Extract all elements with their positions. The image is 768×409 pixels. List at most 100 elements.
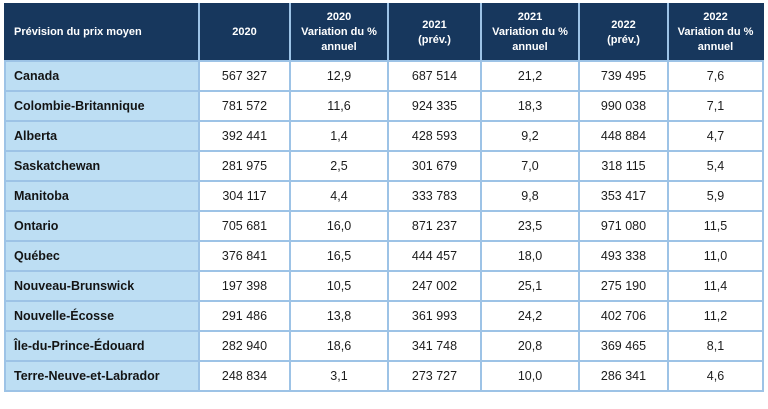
row-label: Nouveau-Brunswick: [4, 270, 200, 302]
data-cell: 376 841: [198, 240, 291, 272]
column-header-y2021: 2021 (prév.): [387, 3, 482, 62]
data-cell: 1,4: [289, 120, 389, 152]
data-cell: 739 495: [578, 60, 669, 92]
data-cell: 4,6: [667, 360, 764, 392]
column-header-y2022-var: 2022 Variation du % annuel: [667, 3, 764, 62]
data-cell: 9,2: [480, 120, 580, 152]
data-cell: 493 338: [578, 240, 669, 272]
data-cell: 10,0: [480, 360, 580, 392]
data-cell: 18,0: [480, 240, 580, 272]
table-row: Manitoba 304 117 4,4 333 783 9,8 353 417 5,9: [4, 180, 764, 212]
header-line: annuel: [512, 41, 548, 53]
row-label: Nouvelle-Écosse: [4, 300, 200, 332]
data-cell: 705 681: [198, 210, 291, 242]
header-line: (prév.): [418, 33, 451, 46]
table-row: Terre-Neuve-et-Labrador 248 834 3,1 273 727…: [4, 360, 764, 392]
data-cell: 248 834: [198, 360, 291, 392]
column-header-y2020: 2020: [198, 3, 291, 62]
data-cell: 301 679: [387, 150, 482, 182]
table-row: Saskatchewan 281 975 2,5 301 679 7,0 318 115 5…: [4, 150, 764, 182]
data-cell: 341 748: [387, 330, 482, 362]
data-cell: 333 783: [387, 180, 482, 212]
row-label: Terre-Neuve-et-Labrador: [4, 360, 200, 392]
data-cell: 12,9: [289, 60, 389, 92]
data-cell: 7,0: [480, 150, 580, 182]
data-cell: 392 441: [198, 120, 291, 152]
table-row: Colombie-Britannique 781 572 11,6 924 335 18…: [4, 90, 764, 122]
table-row: Ontario 705 681 16,0 871 237 23,5 971 080 11,5: [4, 210, 764, 242]
data-cell: 11,6: [289, 90, 389, 122]
header-line: annuel: [697, 41, 734, 53]
data-cell: 871 237: [387, 210, 482, 242]
data-cell: 11,5: [667, 210, 764, 242]
row-label: Saskatchewan: [4, 150, 200, 182]
data-cell: 7,1: [667, 90, 764, 122]
header-line: Variation du %: [677, 26, 754, 38]
column-header-label: Prévision du prix moyen: [4, 3, 200, 62]
table-row: Nouveau-Brunswick 197 398 10,5 247 002 25,1 2…: [4, 270, 764, 302]
data-cell: 10,5: [289, 270, 389, 302]
data-cell: 9,8: [480, 180, 580, 212]
table-body: Canada 567 327 12,9 687 514 21,2 739 495 7,6 Co…: [4, 60, 764, 392]
header-line: 2020: [326, 11, 352, 23]
data-cell: 275 190: [578, 270, 669, 302]
header-line: Prévision du prix moyen: [14, 26, 142, 38]
table-row: Alberta 392 441 1,4 428 593 9,2 448 884 4,7: [4, 120, 764, 152]
data-cell: 8,1: [667, 330, 764, 362]
table-row: Québec 376 841 16,5 444 457 18,0 493 338 11,0: [4, 240, 764, 272]
row-label: Québec: [4, 240, 200, 272]
data-cell: 361 993: [387, 300, 482, 332]
data-cell: 24,2: [480, 300, 580, 332]
header-line: 2022: [611, 18, 636, 31]
data-cell: 5,9: [667, 180, 764, 212]
price-forecast-table: Prévision du prix moyen 2020 2020 Variation…: [4, 3, 764, 392]
data-cell: 23,5: [480, 210, 580, 242]
data-cell: 990 038: [578, 90, 669, 122]
data-cell: 11,0: [667, 240, 764, 272]
data-cell: 16,0: [289, 210, 389, 242]
header-line: 2022: [703, 11, 728, 23]
table-row: Île-du-Prince-Édouard 282 940 18,6 341 748 2…: [4, 330, 764, 362]
data-cell: 18,6: [289, 330, 389, 362]
row-label: Canada: [4, 60, 200, 92]
row-label: Manitoba: [4, 180, 200, 212]
data-cell: 273 727: [387, 360, 482, 392]
data-cell: 402 706: [578, 300, 669, 332]
row-label: Île-du-Prince-Édouard: [4, 330, 200, 362]
data-cell: 282 940: [198, 330, 291, 362]
data-cell: 924 335: [387, 90, 482, 122]
data-cell: 428 593: [387, 120, 482, 152]
data-cell: 291 486: [198, 300, 291, 332]
data-cell: 4,7: [667, 120, 764, 152]
data-cell: 304 117: [198, 180, 291, 212]
data-cell: 247 002: [387, 270, 482, 302]
row-label: Colombie-Britannique: [4, 90, 200, 122]
data-cell: 11,2: [667, 300, 764, 332]
header-line: 2020: [232, 26, 257, 38]
header-line: 2021: [517, 11, 543, 23]
header-line: Variation du %: [492, 26, 568, 38]
data-cell: 197 398: [198, 270, 291, 302]
row-label: Ontario: [4, 210, 200, 242]
column-header-y2021-var: 2021 Variation du % annuel: [480, 3, 580, 62]
column-header-y2022: 2022 (prév.): [578, 3, 669, 62]
data-cell: 7,6: [667, 60, 764, 92]
table-header: Prévision du prix moyen 2020 2020 Variation…: [4, 3, 764, 62]
header-line: (prév.): [607, 33, 640, 46]
data-cell: 286 341: [578, 360, 669, 392]
data-cell: 20,8: [480, 330, 580, 362]
data-cell: 281 975: [198, 150, 291, 182]
data-cell: 3,1: [289, 360, 389, 392]
price-forecast-page: Prévision du prix moyen 2020 2020 Variation…: [4, 3, 764, 392]
data-cell: 21,2: [480, 60, 580, 92]
data-cell: 444 457: [387, 240, 482, 272]
table-row: Nouvelle-Écosse 291 486 13,8 361 993 24,2 402…: [4, 300, 764, 332]
data-cell: 971 080: [578, 210, 669, 242]
data-cell: 5,4: [667, 150, 764, 182]
header-line: Variation du %: [301, 26, 377, 38]
data-cell: 687 514: [387, 60, 482, 92]
row-label: Alberta: [4, 120, 200, 152]
data-cell: 318 115: [578, 150, 669, 182]
table-row: Canada 567 327 12,9 687 514 21,2 739 495 7,6: [4, 60, 764, 92]
data-cell: 4,4: [289, 180, 389, 212]
